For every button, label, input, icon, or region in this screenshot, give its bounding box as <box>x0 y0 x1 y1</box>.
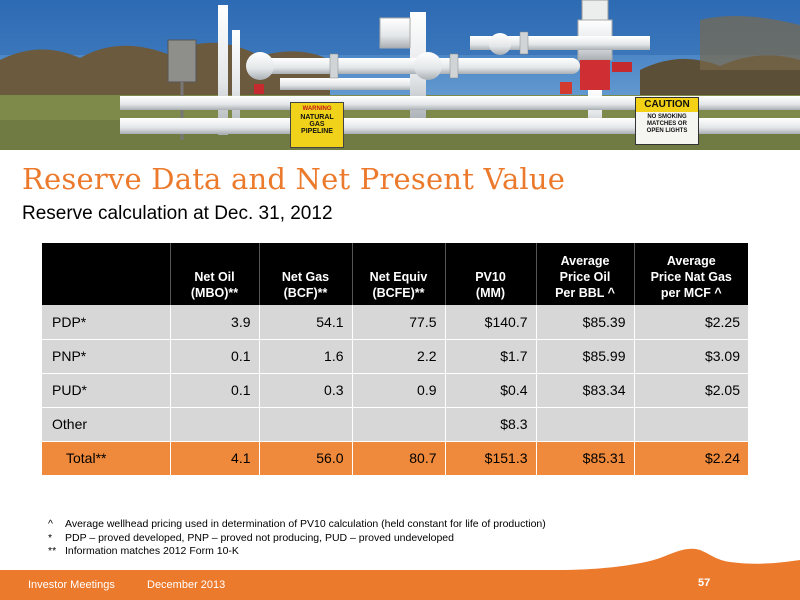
cell-net-equiv <box>352 407 446 442</box>
cell-net-oil: 4.1 <box>170 441 260 475</box>
cell-price-oil: $85.39 <box>536 305 635 340</box>
footer-label: Investor Meetings <box>28 579 115 591</box>
column-header-net-oil: Net Oil (MBO)** <box>170 243 260 305</box>
cell-price-gas <box>634 407 748 442</box>
table-row-pdp: PDP* 3.9 54.1 77.5 $140.7 $85.39 $2.25 <box>42 305 748 340</box>
cell-net-equiv: 80.7 <box>352 441 446 475</box>
footnote-mark: ^ <box>48 518 53 530</box>
row-label: PDP* <box>42 305 171 340</box>
slide-subtitle: Reserve calculation at Dec. 31, 2012 <box>22 203 333 224</box>
cell-net-gas: 1.6 <box>259 339 353 374</box>
cell-net-equiv: 2.2 <box>352 339 446 374</box>
cell-pv10: $0.4 <box>445 373 537 408</box>
footnotes: ^ Average wellhead pricing used in deter… <box>48 518 546 559</box>
cell-net-oil: 3.9 <box>170 305 260 340</box>
cell-net-equiv: 0.9 <box>352 373 446 408</box>
cell-price-gas: $2.24 <box>634 441 748 475</box>
cell-net-equiv: 77.5 <box>352 305 446 340</box>
reserve-table: Net Oil (MBO)** Net Gas (BCF)** Net Equiv(… <box>42 243 748 475</box>
footnote-definitions: * PDP – proved developed, PNP – proved n… <box>48 532 546 546</box>
column-header-price-oil: Average Price Oil Per BBL ^ <box>536 243 635 305</box>
row-label: Other <box>42 407 171 442</box>
column-header-net-equiv: Net Equiv (BCFE)** <box>352 243 446 305</box>
footnote-mark: * <box>48 531 53 544</box>
footer-date: December 2013 <box>147 579 226 591</box>
cell-net-oil: 0.1 <box>170 373 260 408</box>
column-header-pv10: PV10 (MM) <box>445 243 537 305</box>
footnote-text: PDP – proved developed, PNP – proved not… <box>65 531 454 544</box>
footnote-source: ** Information matches 2012 Form 10-K <box>48 545 546 559</box>
cell-price-gas: $2.25 <box>634 305 748 340</box>
column-header-price-gas: Average Price Nat Gas per MCF ^ <box>634 243 748 305</box>
footnote-text: Information matches 2012 Form 10-K <box>65 545 239 557</box>
cell-net-gas: 0.3 <box>259 373 353 408</box>
table-row-pud: PUD* 0.1 0.3 0.9 $0.4 $83.34 $2.05 <box>42 373 748 408</box>
caution-sign: CAUTION NO SMOKING MATCHES OR OPEN LIGHT… <box>635 97 699 145</box>
cell-net-gas: 54.1 <box>259 305 353 340</box>
cell-net-gas: 56.0 <box>259 441 353 475</box>
slide-title: Reserve Data and Net Present Value <box>22 162 566 196</box>
cell-pv10: $151.3 <box>445 441 537 475</box>
footnote-text: Average wellhead pricing used in determi… <box>65 518 546 530</box>
table-row-total: Total** 4.1 56.0 80.7 $151.3 $85.31 $2.2… <box>42 441 748 475</box>
column-header-label <box>42 243 171 305</box>
table-row-pnp: PNP* 0.1 1.6 2.2 $1.7 $85.99 $3.09 <box>42 339 748 374</box>
cell-price-oil: $85.31 <box>536 441 635 475</box>
row-label: PNP* <box>42 339 171 374</box>
cell-price-oil <box>536 407 635 442</box>
cell-price-oil: $85.99 <box>536 339 635 374</box>
footer-mountain-band <box>0 548 800 600</box>
footnote-pricing: ^ Average wellhead pricing used in deter… <box>48 518 546 532</box>
table-row-other: Other $8.3 <box>42 407 748 442</box>
header-photo: WARNING NATURAL GAS PIPELINE CAUTION NO … <box>0 0 800 150</box>
column-header-net-gas: Net Gas (BCF)** <box>259 243 353 305</box>
cell-net-oil: 0.1 <box>170 339 260 374</box>
cell-price-gas: $3.09 <box>634 339 748 374</box>
cell-net-gas <box>259 407 353 442</box>
cell-net-oil <box>170 407 260 442</box>
pipeline-warning-sign: WARNING NATURAL GAS PIPELINE <box>290 102 344 148</box>
cell-pv10: $8.3 <box>445 407 537 442</box>
footnote-mark: ** <box>48 545 57 557</box>
cell-price-oil: $83.34 <box>536 373 635 408</box>
table-header-row: Net Oil (MBO)** Net Gas (BCF)** Net Equiv(… <box>42 243 748 305</box>
cell-pv10: $1.7 <box>445 339 537 374</box>
row-label: Total** <box>42 441 171 475</box>
cell-price-gas: $2.05 <box>634 373 748 408</box>
cell-pv10: $140.7 <box>445 305 537 340</box>
row-label: PUD* <box>42 373 171 408</box>
page-number: 57 <box>698 577 711 589</box>
